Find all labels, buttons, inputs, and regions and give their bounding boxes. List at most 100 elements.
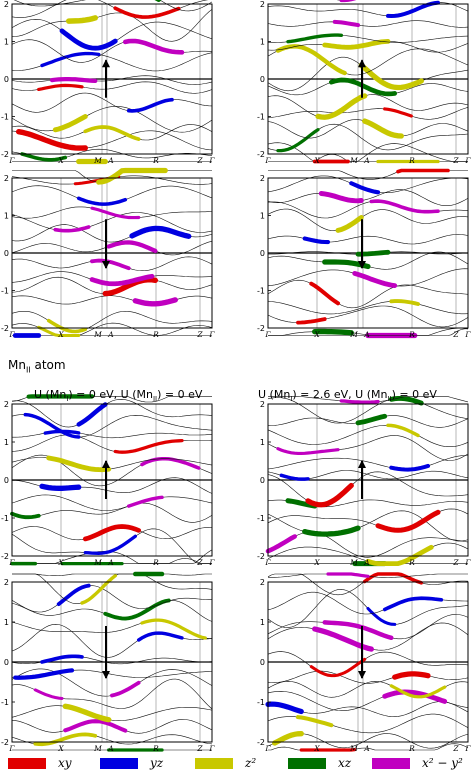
orbital-weight-band — [106, 240, 158, 254]
k-point-label: Γ — [464, 558, 471, 567]
section-title-main: Mn — [8, 358, 26, 372]
y-tick-label: 2 — [4, 0, 9, 9]
k-point-label: Γ — [8, 330, 15, 339]
k-point-label: Z — [452, 156, 459, 165]
band-line — [11, 295, 213, 305]
y-tick-label: 1 — [260, 212, 265, 221]
k-point-label: M — [93, 156, 102, 165]
orbital-weight-band — [322, 620, 394, 641]
y-tick-label: -1 — [1, 514, 9, 523]
orbital-weight-band — [276, 447, 340, 455]
k-point-label: R — [408, 558, 415, 567]
orbital-weight-band — [279, 473, 310, 481]
k-point-label: A — [363, 744, 370, 752]
orbital-weight-band — [13, 668, 75, 680]
orbital-weight-band — [33, 688, 64, 701]
k-point-label: M — [349, 558, 358, 567]
col-title-left-b: ) = 0 eV, U (Mn — [68, 388, 153, 401]
k-point-label: A — [107, 156, 114, 165]
y-tick-label: -1 — [257, 113, 265, 122]
k-point-label: Γ — [8, 558, 15, 567]
orbital-weight-band — [83, 125, 141, 141]
k-point-label: R — [152, 156, 159, 165]
k-point-label: A — [107, 330, 114, 339]
orbital-weight-band — [103, 598, 171, 621]
orbital-weight-band — [10, 511, 41, 520]
k-point-label: R — [408, 744, 415, 752]
k-point-label: X — [57, 744, 64, 752]
orbital-weight-band — [386, 423, 420, 438]
band-line — [267, 510, 469, 542]
band-line — [267, 279, 469, 309]
y-tick-label: 0 — [260, 658, 265, 667]
y-tick-label: 1 — [4, 618, 9, 627]
orbital-weight-band — [59, 28, 118, 51]
orbital-weight-band — [392, 671, 431, 680]
k-point-label: X — [313, 330, 320, 339]
y-tick-label: 2 — [4, 174, 9, 183]
y-tick-label: -1 — [257, 698, 265, 707]
legend-swatch-xy — [8, 758, 46, 769]
y-tick-label: 2 — [260, 0, 265, 9]
orbital-weight-band — [76, 196, 128, 206]
k-point-label: Z — [196, 156, 203, 165]
orbital-weight-band — [46, 455, 112, 473]
orbital-weight-band — [110, 680, 141, 698]
legend: xy yz z² xz x² − y² — [0, 752, 474, 776]
orbital-weight-band — [52, 114, 88, 133]
orbital-weight-band — [309, 281, 341, 306]
spin-arrow-head — [102, 261, 110, 269]
orbital-weight-band — [62, 703, 112, 723]
band-line — [267, 107, 469, 120]
k-point-label: Γ — [208, 558, 215, 567]
orbital-weight-band — [46, 318, 88, 334]
orbital-weight-band — [276, 128, 320, 153]
band-line — [267, 189, 469, 206]
y-tick-label: -2 — [257, 738, 265, 747]
y-tick-label: -2 — [1, 738, 9, 747]
orbital-weight-band — [286, 33, 344, 44]
section-title: MnII atom — [8, 358, 66, 374]
spin-arrow-head — [358, 460, 366, 468]
band-line — [13, 0, 213, 12]
band-line — [12, 431, 213, 439]
orbital-weight-band — [352, 270, 398, 289]
orbital-weight-band — [302, 236, 331, 245]
k-point-label: X — [57, 156, 64, 165]
orbital-weight-band — [20, 152, 68, 162]
orbital-weight-band — [126, 495, 164, 508]
band-line — [267, 471, 469, 506]
k-point-label: Γ — [264, 558, 271, 567]
k-point-label: M — [93, 558, 102, 567]
band-line — [11, 310, 213, 332]
band-line — [267, 123, 469, 151]
orbital-weight-band — [63, 719, 128, 733]
col-title-right-sub2: II — [387, 395, 392, 404]
band-line — [11, 52, 213, 72]
orbital-weight-band — [132, 297, 178, 307]
k-point-label: Γ — [8, 156, 15, 165]
band-line — [267, 234, 469, 245]
y-tick-label: -1 — [1, 113, 9, 122]
k-point-label: X — [313, 558, 320, 567]
orbital-weight-band — [355, 413, 388, 426]
band-line — [11, 494, 213, 511]
y-tick-label: 0 — [4, 658, 9, 667]
orbital-weight-band — [375, 509, 441, 533]
band-line — [267, 397, 469, 424]
band-line — [11, 585, 212, 613]
orbital-weight-band — [113, 6, 181, 19]
spin-arrow-head — [358, 59, 366, 68]
y-tick-label: 2 — [260, 174, 265, 183]
y-tick-label: -1 — [1, 698, 9, 707]
spin-arrow-head — [102, 460, 110, 468]
orbital-weight-band — [40, 654, 84, 664]
band-line — [11, 106, 213, 133]
k-point-label: A — [363, 156, 370, 165]
k-point-label: M — [349, 330, 358, 339]
k-point-label: Γ — [464, 744, 471, 752]
orbital-weight-band — [140, 618, 207, 640]
orbital-weight-band — [90, 258, 131, 271]
y-tick-label: -1 — [257, 287, 265, 296]
orbital-weight-band — [122, 38, 185, 55]
